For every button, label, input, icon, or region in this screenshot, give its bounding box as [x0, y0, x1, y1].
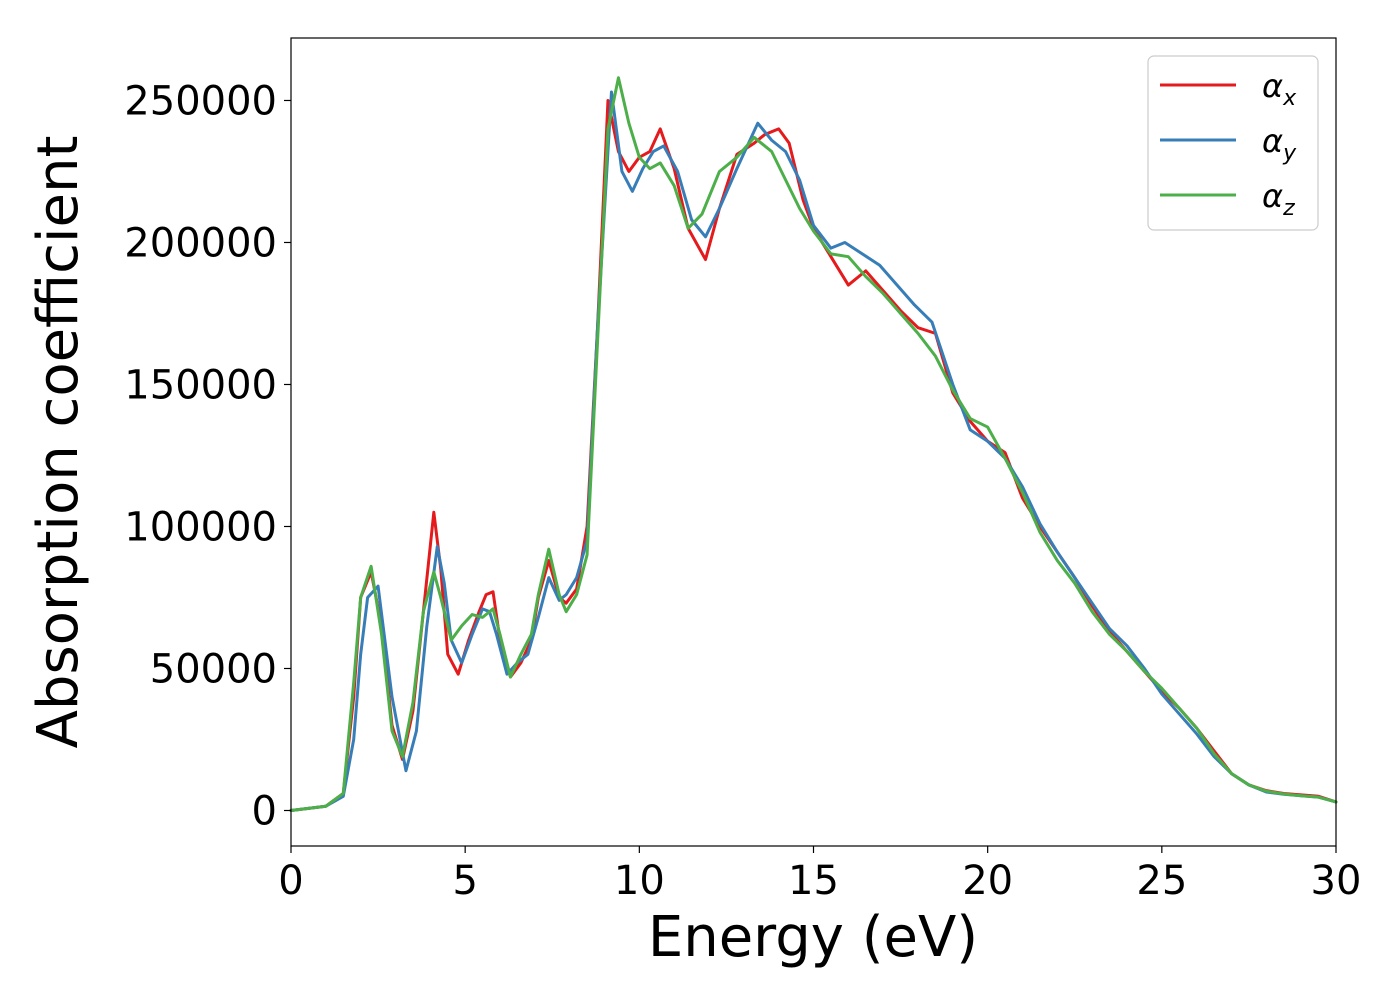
- y-axis-ticks: 0 50000 100000 150000 200000 250000: [124, 78, 291, 834]
- x-tick-label: 20: [962, 858, 1013, 904]
- x-axis-ticks: 0 5 10 15 20 25 30: [278, 846, 1361, 904]
- y-tick-label: 0: [252, 788, 277, 834]
- x-tick-label: 30: [1311, 858, 1362, 904]
- series-line-alpha-z: [289, 76, 1338, 812]
- legend-label-alpha-y: αy: [1262, 122, 1297, 166]
- series-layer: [289, 76, 1338, 812]
- legend-label-alpha-x-symbol: α: [1262, 67, 1283, 105]
- x-tick-label: 15: [788, 858, 839, 904]
- x-axis-label: Energy (eV): [648, 905, 978, 970]
- legend-label-alpha-y-symbol: α: [1262, 122, 1283, 160]
- legend: αx αy αz: [1147, 55, 1319, 231]
- legend-label-alpha-z: αz: [1262, 177, 1295, 221]
- y-tick-label: 250000: [124, 78, 277, 124]
- y-axis-label: Absorption coefficient: [26, 136, 91, 749]
- series-line-alpha-y: [289, 90, 1338, 812]
- x-tick-label: 25: [1136, 858, 1187, 904]
- legend-label-alpha-z-symbol: α: [1262, 177, 1283, 215]
- legend-label-alpha-z-subscript: z: [1282, 196, 1295, 221]
- x-tick-label: 5: [452, 858, 477, 904]
- legend-box: [1147, 55, 1319, 231]
- legend-label-alpha-x: αx: [1262, 67, 1297, 111]
- x-tick-label: 0: [278, 858, 303, 904]
- legend-label-alpha-y-subscript: y: [1282, 141, 1297, 166]
- x-tick-label: 10: [614, 858, 665, 904]
- legend-label-alpha-x-subscript: x: [1282, 86, 1297, 111]
- y-tick-label: 50000: [150, 646, 277, 692]
- y-tick-label: 100000: [124, 504, 277, 550]
- y-tick-label: 200000: [124, 220, 277, 266]
- y-tick-label: 150000: [124, 362, 277, 408]
